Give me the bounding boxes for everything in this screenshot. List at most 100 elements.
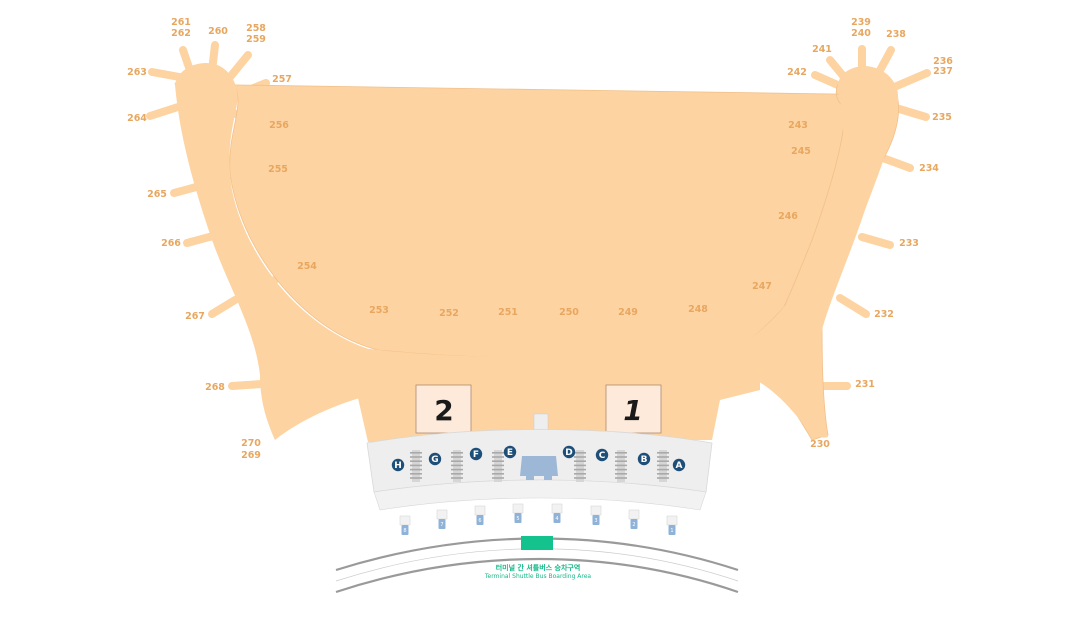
gate-label-268[interactable]: 268 (205, 382, 225, 393)
pier-right (740, 66, 899, 438)
zone-marker-f[interactable]: F (469, 447, 483, 460)
entrance-6[interactable]: 6 (474, 505, 486, 525)
circle-letter-icon (503, 445, 517, 459)
entrance-number: 7 (440, 522, 443, 528)
central-structure (520, 456, 558, 476)
gate-label-263[interactable]: 263 (127, 67, 147, 78)
checkin-counter (410, 450, 422, 482)
gate-label-265[interactable]: 265 (147, 189, 167, 200)
gate-label-239[interactable]: 239 (851, 17, 871, 28)
zone-letter: D (565, 448, 572, 458)
central-structure-leg (544, 475, 552, 480)
gate-label-253[interactable]: 253 (369, 305, 389, 316)
concourse-2[interactable]: 2 (415, 384, 472, 434)
gate-label-230[interactable]: 230 (810, 439, 830, 450)
zone-marker-g[interactable]: G (428, 452, 442, 466)
entrances: 8 7 6 5 4 3 2 1 (399, 503, 678, 535)
gate-label-258[interactable]: 258 (246, 23, 266, 34)
gate-label-237[interactable]: 237 (933, 66, 953, 77)
entrance-2[interactable]: 2 (628, 509, 640, 529)
gate-label-250[interactable]: 250 (559, 307, 579, 318)
gate-label-232[interactable]: 232 (874, 309, 894, 320)
gate-label-260[interactable]: 260 (208, 26, 228, 37)
gate-label-254[interactable]: 254 (297, 261, 317, 272)
zone-marker-a[interactable]: A (672, 458, 686, 472)
zone-marker-h[interactable]: H (391, 458, 405, 471)
road-edge-outer (335, 557, 739, 594)
entrance-number: 2 (632, 522, 635, 528)
gate-label-243[interactable]: 243 (788, 120, 808, 131)
checkin-counters (410, 450, 669, 482)
door-icon (592, 515, 600, 525)
concourse-2-number: 2 (434, 394, 453, 427)
central-structure-leg (526, 475, 534, 480)
checkin-counter (574, 450, 586, 482)
gate-label-256[interactable]: 256 (269, 120, 289, 131)
concourse-1[interactable]: 1 (605, 384, 662, 434)
checkin-counter (451, 450, 463, 482)
entrance-number: 8 (403, 528, 406, 534)
zone-letter: F (473, 450, 479, 460)
pier-left (175, 62, 378, 440)
zone-letter: A (676, 461, 683, 471)
gate-label-241[interactable]: 241 (812, 44, 832, 55)
gate-label-262[interactable]: 262 (171, 28, 191, 39)
zone-letter: H (394, 461, 402, 471)
gate-label-249[interactable]: 249 (618, 307, 638, 318)
circle-letter-icon (672, 458, 686, 472)
gate-label-242[interactable]: 242 (787, 67, 807, 78)
entrance-number: 5 (516, 516, 519, 522)
gate-label-261[interactable]: 261 (171, 17, 191, 28)
gate-label-266[interactable]: 266 (161, 238, 181, 249)
gate-label-259[interactable]: 259 (246, 34, 266, 45)
gate-label-270[interactable]: 270 (241, 438, 261, 449)
gate-label-233[interactable]: 233 (899, 238, 919, 249)
curbside-frontage (373, 479, 707, 511)
zone-letter: E (507, 448, 513, 458)
shuttle-label-en: Terminal Shuttle Bus Boarding Area (484, 573, 592, 580)
gate-label-247[interactable]: 247 (752, 281, 772, 292)
door-icon (668, 525, 676, 535)
entrance-4[interactable]: 4 (551, 503, 563, 523)
entrance-1[interactable]: 1 (666, 515, 678, 535)
zone-marker-d[interactable]: D (562, 445, 576, 458)
gate-label-252[interactable]: 252 (439, 308, 459, 319)
zone-letter: C (599, 451, 606, 461)
gate-label-257[interactable]: 257 (272, 74, 292, 85)
gate-label-245[interactable]: 245 (791, 146, 811, 157)
gate-label-246[interactable]: 246 (778, 211, 798, 222)
gate-label-269[interactable]: 269 (241, 450, 261, 461)
gate-label-264[interactable]: 264 (127, 113, 147, 124)
entrance-number: 4 (555, 516, 558, 522)
zone-marker-e[interactable]: E (503, 445, 517, 459)
entrance-7[interactable]: 7 (436, 509, 448, 529)
entrance-number: 1 (670, 528, 673, 534)
gate-label-251[interactable]: 251 (498, 307, 518, 318)
zone-marker-b[interactable]: B (637, 452, 651, 466)
gate-label-231[interactable]: 231 (855, 379, 875, 390)
circle-letter-icon (428, 452, 442, 466)
gate-label-267[interactable]: 267 (185, 311, 205, 322)
shuttle-label-ko: 터미널 간 셔틀버스 승차구역 (496, 563, 581, 572)
gate-label-240[interactable]: 240 (851, 28, 871, 39)
door-icon (476, 515, 484, 525)
shuttle-bus-stop[interactable] (521, 536, 553, 550)
entrance-8[interactable]: 8 (399, 515, 411, 535)
zone-marker-c[interactable]: C (595, 448, 609, 461)
entrance-5[interactable]: 5 (512, 503, 524, 523)
checkin-counter (492, 450, 504, 482)
zone-letter: B (641, 455, 648, 465)
gate-label-248[interactable]: 248 (688, 304, 708, 315)
entrance-3[interactable]: 3 (590, 505, 602, 525)
door-icon (438, 519, 446, 529)
circle-letter-icon (637, 452, 651, 466)
gate-label-235[interactable]: 235 (932, 112, 952, 123)
gate-label-255[interactable]: 255 (268, 164, 288, 175)
gate-label-234[interactable]: 234 (919, 163, 939, 174)
gate-label-236[interactable]: 236 (933, 56, 953, 67)
entrance-number: 3 (594, 518, 597, 524)
gate-label-238[interactable]: 238 (886, 29, 906, 40)
door-icon (401, 525, 409, 535)
